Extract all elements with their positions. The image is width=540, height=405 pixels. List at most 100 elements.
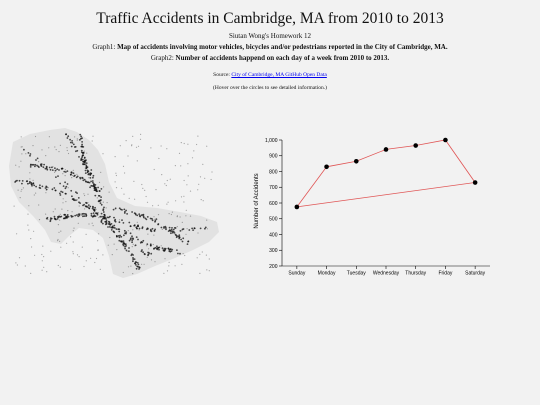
accident-dot[interactable] — [85, 181, 88, 183]
accident-dot[interactable] — [94, 194, 97, 197]
accident-dot[interactable] — [164, 183, 166, 185]
accident-dot[interactable] — [166, 179, 168, 182]
accident-dot[interactable] — [134, 244, 137, 247]
accident-dot[interactable] — [119, 234, 121, 237]
accident-dot[interactable] — [142, 215, 145, 218]
accident-dot[interactable] — [167, 201, 169, 203]
accident-dot[interactable] — [70, 236, 72, 238]
accident-dot[interactable] — [67, 215, 70, 218]
accident-dot[interactable] — [38, 161, 40, 163]
accident-dot[interactable] — [24, 265, 26, 267]
accident-dot[interactable] — [34, 135, 37, 138]
accident-dot[interactable] — [141, 226, 144, 229]
accident-dot[interactable] — [81, 143, 83, 146]
accident-dot[interactable] — [142, 239, 145, 242]
accident-dot[interactable] — [170, 250, 173, 253]
accident-dot[interactable] — [141, 183, 143, 186]
accident-dot[interactable] — [111, 226, 114, 228]
accident-dot[interactable] — [28, 229, 30, 231]
accident-dot[interactable] — [89, 177, 92, 179]
accident-dot[interactable] — [83, 150, 85, 152]
accident-dot[interactable] — [54, 218, 57, 221]
accident-dot[interactable] — [56, 218, 59, 220]
accident-dot[interactable] — [30, 183, 33, 186]
accident-dot[interactable] — [180, 142, 182, 144]
accident-dot[interactable] — [184, 254, 186, 257]
accident-dot[interactable] — [54, 189, 57, 192]
accident-dot[interactable] — [21, 180, 24, 182]
accident-dot[interactable] — [89, 205, 92, 208]
accident-dot[interactable] — [36, 164, 38, 167]
accident-dot[interactable] — [97, 249, 99, 251]
accident-dot[interactable] — [92, 181, 94, 184]
accident-dot[interactable] — [62, 202, 64, 204]
accident-dot[interactable] — [34, 163, 37, 166]
accident-dot[interactable] — [146, 256, 148, 258]
accident-dot[interactable] — [163, 249, 166, 252]
accident-dot[interactable] — [103, 206, 105, 209]
accident-dot[interactable] — [15, 164, 17, 166]
accident-dot[interactable] — [100, 171, 102, 173]
accident-dot[interactable] — [135, 146, 138, 148]
accident-dot[interactable] — [118, 221, 121, 224]
accident-dot[interactable] — [51, 169, 54, 171]
accident-dot[interactable] — [140, 214, 143, 217]
accident-dot[interactable] — [94, 206, 96, 209]
accident-dot[interactable] — [128, 221, 131, 224]
accident-dot[interactable] — [89, 172, 92, 174]
accident-dot[interactable] — [131, 237, 134, 240]
accident-dot[interactable] — [62, 185, 65, 187]
accident-dot[interactable] — [206, 219, 208, 221]
accident-dot[interactable] — [110, 223, 113, 225]
accident-dot[interactable] — [53, 215, 56, 218]
accident-dot[interactable] — [88, 182, 90, 184]
accident-dot[interactable] — [82, 151, 85, 154]
data-point-saturday[interactable] — [472, 180, 478, 185]
accident-dot[interactable] — [211, 171, 213, 173]
accident-dot[interactable] — [161, 228, 163, 230]
accident-dot[interactable] — [38, 219, 41, 221]
accident-dot[interactable] — [30, 181, 33, 184]
accident-dot[interactable] — [27, 213, 29, 215]
accident-dot[interactable] — [44, 187, 47, 189]
accident-dot[interactable] — [97, 240, 99, 242]
accident-dot[interactable] — [21, 188, 23, 191]
accident-dot[interactable] — [132, 273, 134, 275]
accident-dot[interactable] — [87, 202, 89, 204]
accident-dot[interactable] — [107, 244, 109, 246]
accident-dot[interactable] — [176, 215, 178, 217]
accident-dot[interactable] — [79, 202, 81, 204]
accident-dot[interactable] — [118, 239, 121, 242]
accident-dot[interactable] — [102, 254, 104, 256]
accident-dot[interactable] — [199, 253, 201, 255]
accident-dot[interactable] — [104, 216, 107, 219]
accident-dot[interactable] — [84, 167, 86, 169]
accident-dot[interactable] — [72, 230, 74, 232]
accident-dot[interactable] — [160, 226, 163, 229]
accident-dot[interactable] — [96, 197, 98, 199]
accident-dot[interactable] — [146, 243, 149, 246]
accident-dot[interactable] — [192, 229, 195, 231]
accident-dot[interactable] — [81, 177, 84, 180]
accident-dot[interactable] — [27, 183, 29, 185]
accident-dot[interactable] — [151, 227, 154, 230]
accident-dot[interactable] — [41, 149, 43, 151]
accident-dot[interactable] — [39, 184, 41, 187]
accident-dot[interactable] — [78, 156, 80, 158]
accident-dot[interactable] — [181, 228, 184, 231]
accident-dot[interactable] — [67, 152, 70, 155]
accident-dot[interactable] — [22, 187, 24, 189]
accident-dot[interactable] — [103, 214, 106, 217]
accident-dot[interactable] — [32, 163, 35, 166]
accident-dot[interactable] — [76, 149, 79, 152]
accident-dot[interactable] — [28, 205, 30, 207]
accident-dot[interactable] — [71, 140, 73, 142]
data-point-wednesday[interactable] — [383, 147, 389, 152]
accident-dot[interactable] — [125, 231, 128, 233]
accident-dot[interactable] — [98, 217, 100, 219]
accident-dot[interactable] — [123, 234, 125, 237]
accident-dot[interactable] — [99, 215, 102, 218]
accident-dot[interactable] — [185, 209, 187, 211]
accident-dot[interactable] — [48, 166, 51, 169]
accident-dot[interactable] — [29, 153, 32, 155]
